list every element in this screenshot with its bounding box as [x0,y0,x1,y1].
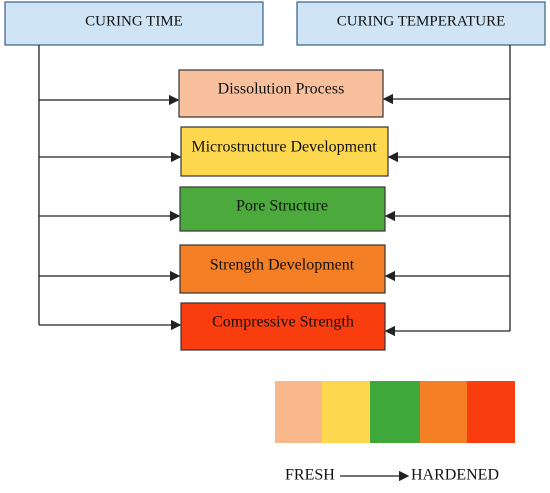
input-box [4,1,264,46]
node-box [179,244,386,294]
connectors [38,45,511,337]
node-label: Dissolution Process [218,81,345,98]
input-box [296,1,546,46]
node-label: Strength Development [210,257,355,274]
input-label: CURING TIME [85,13,183,29]
input-label: CURING TEMPERATURE [337,13,506,29]
node-label: Compressive Strength [212,314,354,331]
scale-end: HARDENED [411,467,499,484]
node-label: Microstructure Development [191,139,377,156]
scale-start: FRESH [285,467,335,484]
node-box [180,126,389,177]
node-box [180,302,386,351]
node-box [178,69,384,118]
node-box [179,186,386,232]
color-scale [275,381,515,443]
node-label: Pore Structure [236,198,328,215]
